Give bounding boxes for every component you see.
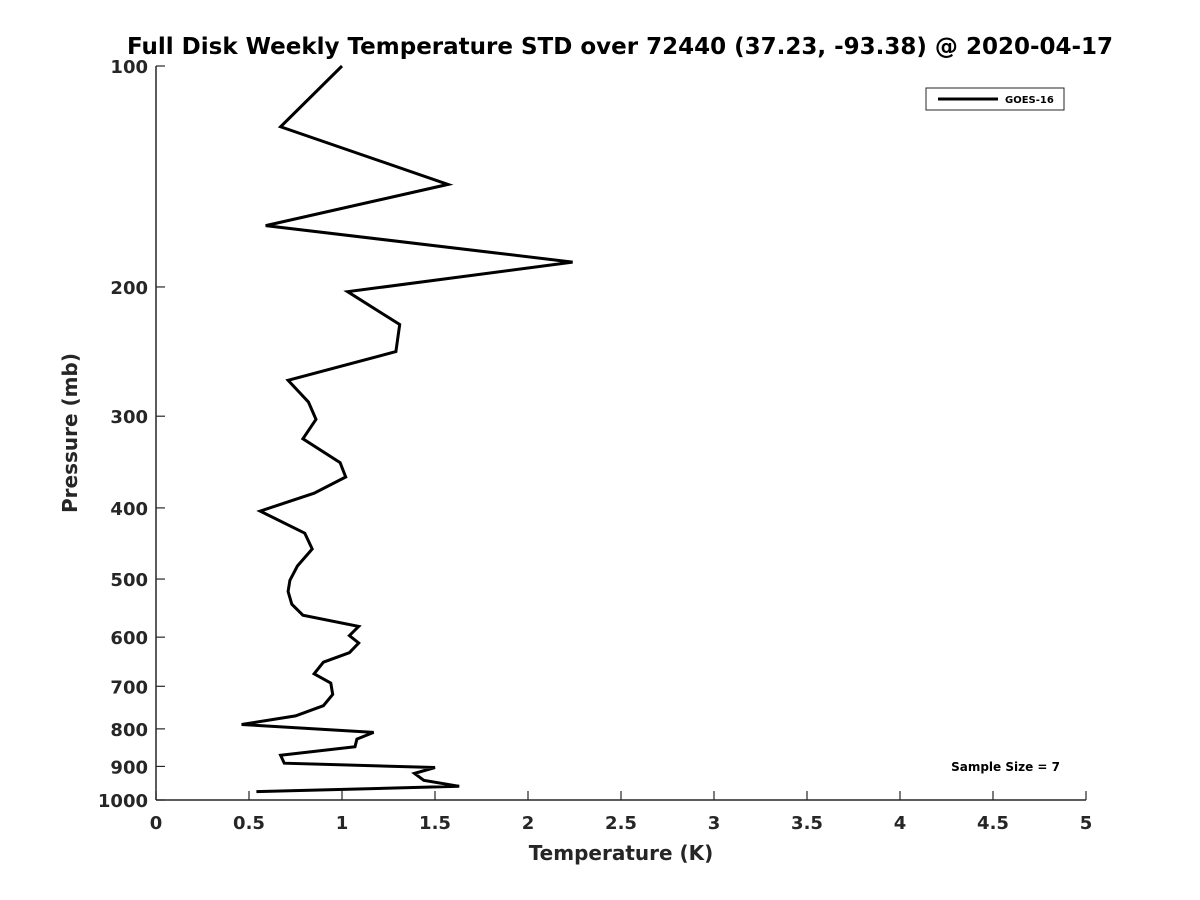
y-axis-label: Pressure (mb): [58, 353, 82, 513]
x-tick-label: 4: [894, 813, 907, 834]
y-tick-label: 300: [110, 407, 148, 428]
x-axis-label: Temperature (K): [529, 841, 714, 865]
x-tick-label: 0: [150, 813, 163, 834]
x-tick-label: 1.5: [419, 813, 451, 834]
x-tick-label: 3: [708, 813, 721, 834]
x-tick-label: 0.5: [233, 813, 265, 834]
y-tick-label: 800: [110, 720, 148, 741]
x-tick-label: 2.5: [605, 813, 637, 834]
legend: GOES-16: [925, 87, 1065, 111]
sample-size-annotation: Sample Size = 7: [951, 760, 1060, 774]
legend-label: GOES-16: [1005, 95, 1054, 106]
series-line-goes-16: [241, 64, 573, 794]
x-tick-label: 3.5: [791, 813, 823, 834]
x-ticks: 0 0.5 1 1.5 2 2.5 3 3.5 4 4.5 5: [150, 791, 1093, 834]
y-tick-label: 600: [110, 628, 148, 649]
y-tick-label: 500: [110, 570, 148, 591]
y-tick-label: 400: [110, 499, 148, 520]
x-tick-label: 2: [522, 813, 535, 834]
y-ticks: 100 200 300 400 500 600 700 800 900 1000: [98, 57, 165, 812]
chart-title: Full Disk Weekly Temperature STD over 72…: [127, 34, 1113, 60]
x-tick-label: 5: [1080, 813, 1093, 834]
y-tick-label: 100: [110, 57, 148, 78]
x-tick-label: 4.5: [977, 813, 1009, 834]
y-tick-label: 200: [110, 278, 148, 299]
y-tick-label: 700: [110, 677, 148, 698]
y-tick-label: 900: [110, 757, 148, 778]
y-tick-label: 1000: [98, 791, 148, 812]
x-tick-label: 1: [336, 813, 349, 834]
